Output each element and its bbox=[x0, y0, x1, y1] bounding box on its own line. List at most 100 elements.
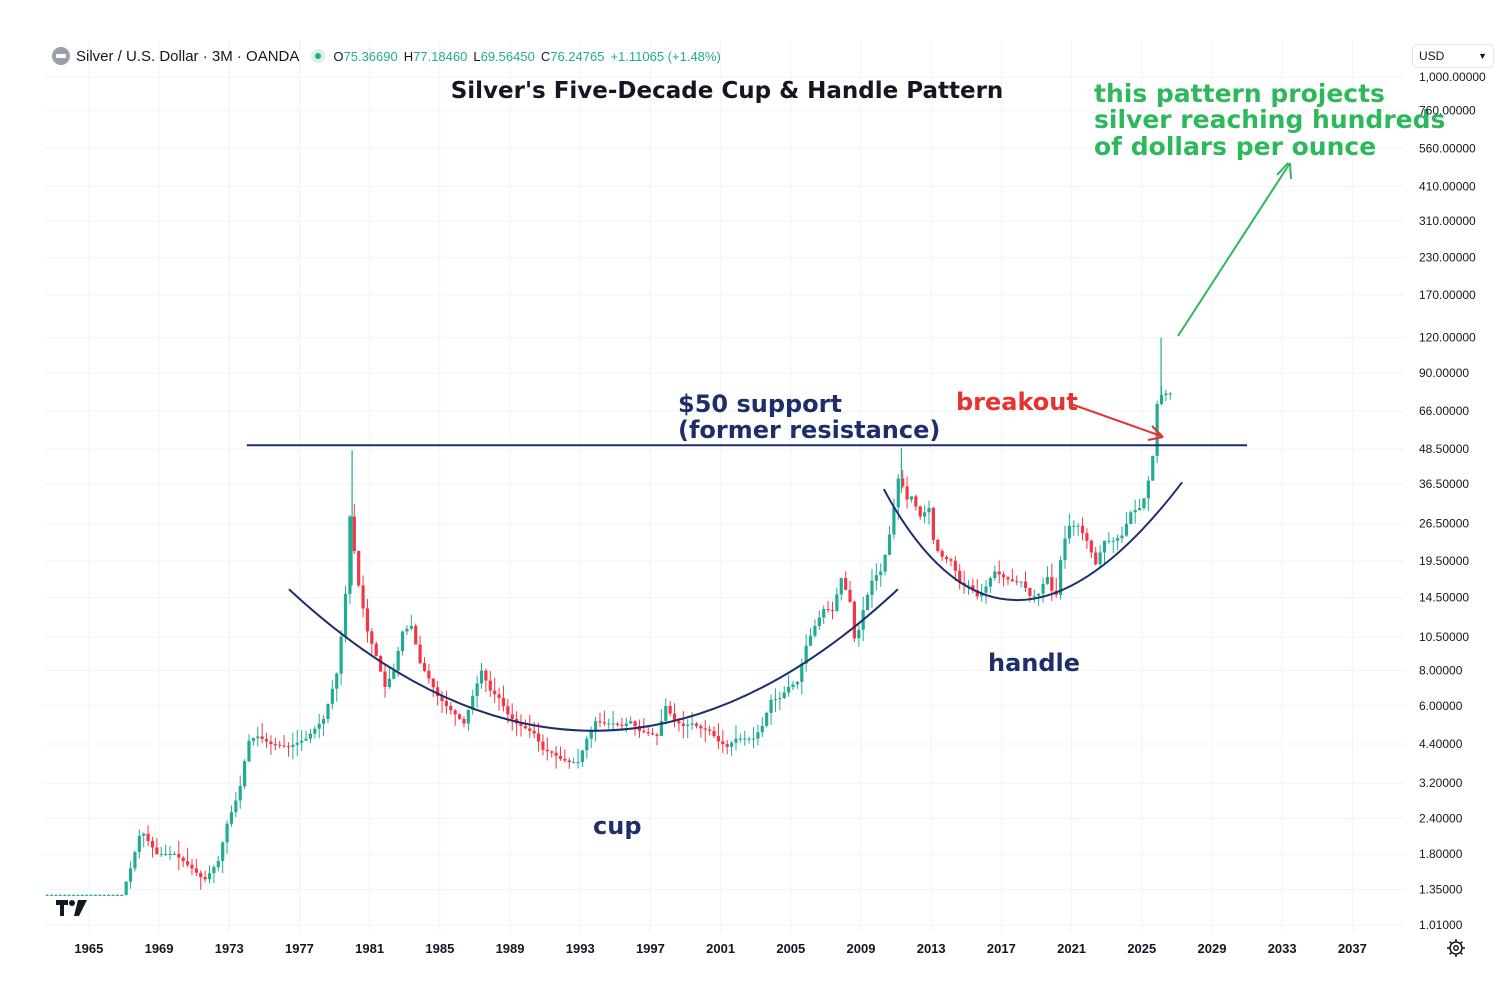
candle-body bbox=[124, 881, 128, 895]
x-tick-label: 2033 bbox=[1268, 941, 1297, 956]
candle-body bbox=[734, 738, 738, 743]
candle-body bbox=[651, 733, 655, 735]
candle-body bbox=[576, 762, 580, 764]
symbol-name[interactable]: Silver / U.S. Dollar · 3M · OANDA bbox=[76, 47, 300, 65]
currency-label: USD bbox=[1419, 49, 1445, 63]
y-tick-label: 36.50000 bbox=[1419, 477, 1469, 491]
candle-body bbox=[58, 894, 62, 896]
candle-body bbox=[1045, 577, 1050, 584]
low-value: 69.56450 bbox=[480, 48, 535, 64]
x-tick-label: 1993 bbox=[566, 941, 595, 956]
candle-body bbox=[475, 683, 479, 697]
y-tick-label: 90.00000 bbox=[1419, 366, 1469, 380]
candle-body bbox=[357, 550, 361, 586]
candle-body bbox=[1037, 593, 1041, 596]
candle-body bbox=[260, 736, 264, 740]
candle-body bbox=[694, 723, 699, 726]
candle-body bbox=[243, 761, 247, 787]
candle-body bbox=[317, 723, 321, 729]
candle-body bbox=[804, 645, 808, 664]
candle-body bbox=[541, 741, 545, 750]
candle-body bbox=[278, 744, 282, 746]
candle-body bbox=[1098, 552, 1102, 565]
candle-body bbox=[567, 760, 571, 763]
candle-body bbox=[300, 740, 304, 743]
candle-body bbox=[716, 736, 721, 742]
candle-body bbox=[1133, 510, 1137, 513]
candle-body bbox=[497, 694, 501, 699]
candle-body bbox=[251, 738, 255, 741]
candle-body bbox=[76, 894, 80, 896]
y-tick-label: 230.00000 bbox=[1419, 251, 1476, 265]
candle-body bbox=[611, 723, 615, 725]
candle-body bbox=[572, 762, 576, 764]
currency-select[interactable]: USD ▼ bbox=[1412, 44, 1494, 68]
candle-body bbox=[545, 749, 549, 752]
y-axis[interactable]: 1,000.00000 760.00000 560.00000 410.00000 31… bbox=[1419, 70, 1486, 932]
candle-body bbox=[1094, 552, 1098, 565]
candle-body bbox=[1089, 540, 1093, 553]
candle-body bbox=[554, 752, 558, 756]
x-tick-label: 1973 bbox=[215, 941, 244, 956]
candle-body bbox=[304, 738, 308, 741]
candle-body bbox=[295, 742, 299, 745]
candle-body bbox=[721, 741, 725, 745]
candle-body bbox=[93, 894, 98, 896]
high-value: 77.18460 bbox=[413, 48, 468, 64]
x-tick-label: 1997 bbox=[636, 941, 665, 956]
candle-body bbox=[199, 872, 203, 878]
candle-body bbox=[273, 744, 277, 746]
candle-body bbox=[642, 730, 646, 733]
candle-body bbox=[146, 833, 150, 842]
candle-body bbox=[699, 725, 703, 729]
candle-body bbox=[1006, 577, 1010, 580]
x-tick-label: 1985 bbox=[425, 941, 454, 956]
candle-body bbox=[532, 730, 536, 734]
candle-body bbox=[484, 670, 488, 681]
candle-body bbox=[107, 894, 111, 896]
candle-body bbox=[593, 721, 598, 730]
symbol-legend[interactable]: Silver / U.S. Dollar · 3M · OANDA O 75.36… bbox=[52, 45, 727, 67]
candle-body bbox=[313, 728, 317, 734]
tradingview-logo-icon[interactable] bbox=[54, 898, 90, 918]
y-tick-label: 3.20000 bbox=[1419, 776, 1463, 790]
candle-body bbox=[238, 786, 242, 801]
projection-arrowhead bbox=[1276, 162, 1292, 180]
chevron-down-icon: ▼ bbox=[1478, 51, 1487, 61]
candle-body bbox=[436, 687, 440, 697]
candle-body bbox=[308, 733, 313, 739]
candle-body bbox=[1164, 393, 1168, 396]
candle-body bbox=[379, 656, 383, 672]
x-tick-label: 1969 bbox=[145, 941, 174, 956]
candle-body bbox=[905, 486, 909, 500]
candle-body bbox=[927, 508, 931, 513]
candle-body bbox=[1063, 538, 1067, 561]
y-tick-label: 10.50000 bbox=[1419, 630, 1469, 644]
candle-body bbox=[321, 718, 326, 724]
candle-body bbox=[142, 833, 146, 836]
candle-body bbox=[85, 894, 89, 896]
y-tick-label: 6.00000 bbox=[1419, 699, 1463, 713]
candle-body bbox=[181, 857, 185, 862]
candle-body bbox=[708, 729, 712, 731]
candle-body bbox=[172, 853, 177, 855]
candle-body bbox=[791, 684, 795, 687]
y-tick-label: 120.00000 bbox=[1419, 331, 1476, 345]
close-value: 76.24765 bbox=[550, 48, 605, 64]
support-label: $50 support bbox=[678, 390, 842, 418]
change-value: +1.11065 (+1.48%) bbox=[610, 48, 721, 64]
candle-body bbox=[392, 670, 396, 679]
gear-icon[interactable] bbox=[1446, 938, 1466, 958]
candle-body bbox=[444, 701, 449, 706]
candle-body bbox=[98, 894, 102, 896]
candle-body bbox=[286, 746, 291, 748]
x-tick-label: 2037 bbox=[1338, 941, 1367, 956]
candle-body bbox=[848, 589, 852, 602]
candle-body bbox=[940, 550, 944, 557]
cup-arc bbox=[288, 588, 899, 732]
candle-body bbox=[936, 539, 940, 551]
candle-body bbox=[528, 728, 532, 731]
candle-body bbox=[966, 585, 971, 587]
candle-body bbox=[984, 586, 988, 593]
